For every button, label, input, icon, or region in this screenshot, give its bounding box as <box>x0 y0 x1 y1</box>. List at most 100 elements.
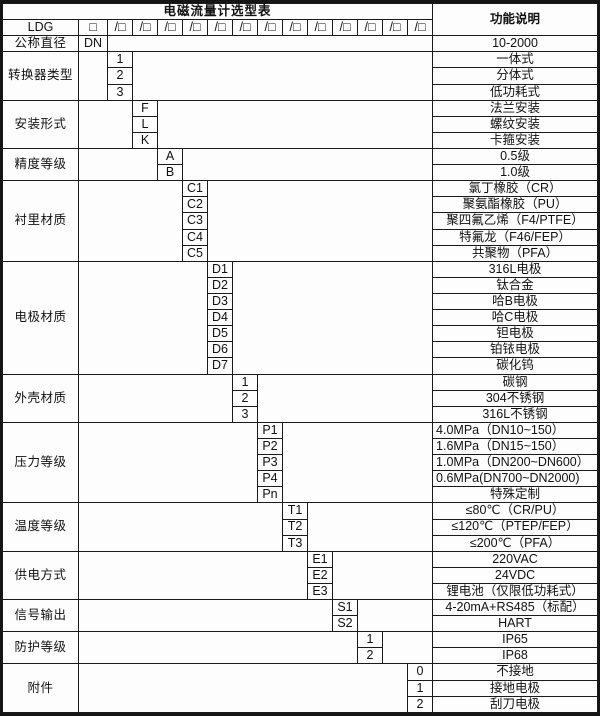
desc-cell-pressure-grade: 0.6MPa(DN700~DN2000) <box>432 470 598 488</box>
desc-cell-electrode-material: 钛合金 <box>432 276 598 294</box>
code-cell-housing-material: 1 <box>232 373 258 391</box>
spacer-right-nominal-diameter <box>106 35 434 53</box>
code-cell-electrode-material: D6 <box>207 341 233 359</box>
code-cell-power-supply: E2 <box>307 566 333 584</box>
spacer-left-installation-type <box>78 99 133 149</box>
section-label-electrode-material: 电极材质 <box>2 260 79 375</box>
code-cell-pressure-grade: P2 <box>257 437 283 456</box>
code-cell-power-supply: E3 <box>307 582 333 601</box>
spacer-left-electrode-material <box>78 260 208 375</box>
model-code-slash-box: /□ <box>207 19 233 37</box>
model-code-slash-box: /□ <box>406 19 434 37</box>
desc-cell-housing-material: 碳钢 <box>432 373 598 391</box>
code-cell-accessories: 0 <box>406 663 434 681</box>
desc-cell-accuracy-grade: 1.0级 <box>432 164 598 182</box>
desc-cell-electrode-material: 316L电极 <box>432 260 598 278</box>
spacer-left-signal-output <box>78 599 333 633</box>
code-cell-pressure-grade: P1 <box>257 421 283 439</box>
desc-cell-electrode-material: 哈C电极 <box>432 309 598 327</box>
desc-cell-signal-output: 4-20mA+RS485（标配） <box>432 599 598 617</box>
desc-cell-lining-material: 聚氨酯橡胶（PU） <box>432 196 598 214</box>
desc-cell-accessories: 接地电极 <box>432 679 598 697</box>
spacer-left-accuracy-grade <box>78 147 158 182</box>
code-cell-accessories: 1 <box>406 679 434 697</box>
model-code-slash-box: /□ <box>182 19 208 37</box>
code-cell-power-supply: E1 <box>307 550 333 568</box>
code-cell-electrode-material: D7 <box>207 357 233 375</box>
code-cell-temperature-grade: T1 <box>282 502 308 520</box>
code-cell-electrode-material: D4 <box>207 309 233 327</box>
code-cell-converter-type: 1 <box>107 51 133 69</box>
code-cell-temperature-grade: T3 <box>282 534 308 552</box>
section-label-installation-type: 安装形式 <box>2 99 79 149</box>
desc-cell-electrode-material: 碳化钨 <box>432 357 598 375</box>
section-label-lining-material: 衬里材质 <box>2 180 79 262</box>
code-cell-converter-type: 2 <box>107 67 133 85</box>
code-cell-lining-material: C2 <box>182 196 208 214</box>
desc-cell-power-supply: 24VDC <box>432 566 598 584</box>
desc-cell-signal-output: HART <box>432 615 598 633</box>
desc-cell-accessories: 不接地 <box>432 663 598 681</box>
section-label-power-supply: 供电方式 <box>2 550 79 601</box>
code-cell-electrode-material: D5 <box>207 325 233 343</box>
code-cell-protection-grade: 1 <box>357 631 383 649</box>
section-label-protection-grade: 防护等级 <box>2 631 79 665</box>
desc-cell-temperature-grade: ≤120℃（PTEP/FEP） <box>432 518 598 536</box>
code-cell-lining-material: C3 <box>182 212 208 230</box>
code-cell-pressure-grade: P3 <box>257 454 283 472</box>
desc-cell-nominal-diameter: 10-2000 <box>432 35 598 53</box>
desc-cell-accessories: 刮刀电极 <box>432 695 598 714</box>
spacer-right-accuracy-grade <box>181 147 434 182</box>
model-code-slash-box: /□ <box>107 19 133 37</box>
spacer-left-power-supply <box>78 550 308 601</box>
code-cell-temperature-grade: T2 <box>282 518 308 536</box>
code-cell-electrode-material: D1 <box>207 260 233 278</box>
spacer-left-lining-material <box>78 180 183 262</box>
code-cell-converter-type: 3 <box>107 83 133 101</box>
spacer-right-signal-output <box>356 599 434 633</box>
desc-cell-temperature-grade: ≤200℃（PFA） <box>432 534 598 552</box>
code-cell-pressure-grade: P4 <box>257 470 283 488</box>
desc-cell-pressure-grade: 特殊定制 <box>432 486 598 504</box>
spacer-left-accessories <box>78 663 408 713</box>
desc-cell-installation-type: 卡箍安装 <box>432 131 598 149</box>
spacer-left-converter-type <box>78 51 108 101</box>
section-label-signal-output: 信号输出 <box>2 599 79 633</box>
desc-cell-converter-type: 低功耗式 <box>432 83 598 101</box>
spacer-left-temperature-grade <box>78 502 283 552</box>
desc-cell-installation-type: 螺纹安装 <box>432 115 598 133</box>
code-cell-lining-material: C5 <box>182 244 208 262</box>
desc-cell-lining-material: 共聚物（PFA） <box>432 244 598 262</box>
desc-cell-lining-material: 聚四氟乙烯（F4/PTFE） <box>432 212 598 230</box>
section-label-accuracy-grade: 精度等级 <box>2 147 79 182</box>
table-title: 电磁流量计选型表 <box>1 2 434 21</box>
code-cell-electrode-material: D2 <box>207 276 233 294</box>
model-code-slash-box: /□ <box>157 19 183 37</box>
model-code-slash-box: /□ <box>382 19 408 37</box>
spacer-right-power-supply <box>331 550 434 601</box>
code-cell-housing-material: 2 <box>232 389 258 407</box>
spacer-right-pressure-grade <box>281 421 434 504</box>
desc-cell-converter-type: 分体式 <box>432 67 598 85</box>
desc-cell-protection-grade: IP68 <box>432 647 598 665</box>
code-cell-installation-type: F <box>132 99 158 117</box>
model-code-slash-box: /□ <box>257 19 283 37</box>
section-label-nominal-diameter: 公称直径 <box>2 35 79 53</box>
desc-cell-housing-material: 304不锈钢 <box>432 389 598 407</box>
desc-cell-pressure-grade: 1.6MPa（DN15~150） <box>432 437 598 456</box>
code-cell-protection-grade: 2 <box>357 647 383 665</box>
desc-cell-pressure-grade: 4.0MPa（DN10~150） <box>432 421 598 439</box>
code-cell-installation-type: K <box>132 131 158 149</box>
desc-cell-pressure-grade: 1.0MPa（DN200~DN600） <box>432 454 598 472</box>
desc-cell-electrode-material: 铂铱电极 <box>432 341 598 359</box>
code-cell-lining-material: C4 <box>182 228 208 246</box>
spacer-right-protection-grade <box>381 631 434 665</box>
code-cell-installation-type: L <box>132 115 158 133</box>
code-cell-nominal-diameter: DN <box>78 35 108 53</box>
code-cell-signal-output: S2 <box>332 615 358 633</box>
desc-cell-lining-material: 特氟龙（F46/FEP） <box>432 228 598 246</box>
spacer-right-electrode-material <box>231 260 434 375</box>
